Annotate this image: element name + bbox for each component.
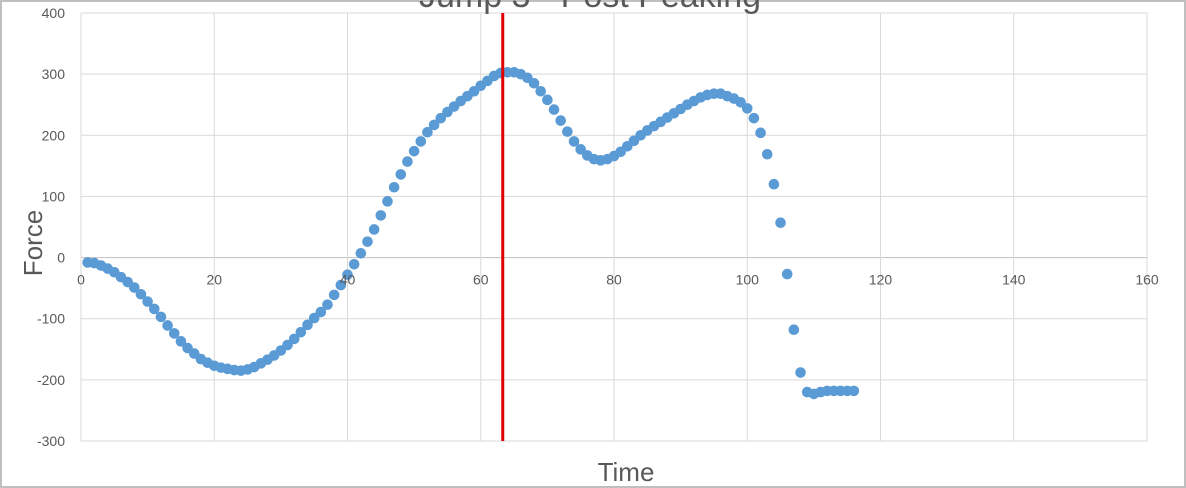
data-point bbox=[761, 148, 773, 160]
data-point bbox=[422, 126, 433, 138]
data-point bbox=[741, 103, 753, 114]
data-point bbox=[755, 127, 766, 139]
x-tick-label: 160 bbox=[1135, 272, 1159, 288]
data-point bbox=[362, 236, 373, 247]
data-point bbox=[535, 85, 547, 97]
data-point bbox=[748, 112, 760, 124]
data-point bbox=[382, 196, 393, 207]
data-point bbox=[308, 312, 320, 324]
data-point bbox=[568, 136, 580, 147]
y-tick-label: 100 bbox=[42, 188, 66, 204]
data-point bbox=[415, 136, 427, 147]
x-tick-label: 40 bbox=[340, 272, 356, 288]
x-axis-title: Time bbox=[598, 457, 655, 487]
data-point bbox=[155, 311, 167, 323]
y-axis-title: Force bbox=[18, 210, 48, 276]
data-point bbox=[781, 268, 793, 280]
data-point bbox=[142, 296, 153, 307]
x-tick-label: 0 bbox=[77, 272, 85, 288]
data-point bbox=[368, 224, 380, 235]
data-point bbox=[735, 96, 746, 108]
data-point bbox=[428, 119, 440, 131]
x-tick-label: 60 bbox=[473, 272, 489, 288]
y-tick-label: 300 bbox=[42, 66, 66, 82]
y-tick-label: 400 bbox=[42, 5, 66, 21]
data-point bbox=[375, 210, 387, 221]
data-point bbox=[348, 258, 360, 270]
data-point bbox=[388, 181, 400, 193]
data-point bbox=[302, 319, 313, 331]
data-point bbox=[148, 303, 160, 315]
data-point bbox=[282, 339, 293, 351]
y-tick-label: -200 bbox=[37, 372, 65, 388]
y-tick-labels: -300 -200 -100 0 100 200 300 400 bbox=[37, 5, 65, 449]
x-tick-label: 140 bbox=[1002, 272, 1026, 288]
data-point bbox=[768, 178, 780, 190]
data-point bbox=[435, 112, 447, 124]
y-tick-label: 0 bbox=[57, 250, 65, 266]
y-tick-label: -100 bbox=[37, 311, 65, 327]
data-point bbox=[542, 94, 553, 106]
data-point bbox=[548, 104, 560, 115]
data-point bbox=[848, 385, 860, 397]
data-point bbox=[402, 156, 413, 167]
data-point bbox=[562, 126, 573, 137]
data-point bbox=[288, 333, 300, 345]
data-point bbox=[355, 247, 367, 259]
x-tick-label: 100 bbox=[736, 272, 760, 288]
data-point bbox=[162, 320, 173, 331]
x-tick-label: 80 bbox=[606, 272, 622, 288]
data-point bbox=[555, 115, 566, 126]
data-point bbox=[175, 336, 187, 347]
x-tick-label: 120 bbox=[869, 272, 893, 288]
y-tick-label: 200 bbox=[42, 127, 66, 143]
data-point bbox=[135, 288, 147, 300]
data-point bbox=[168, 328, 180, 339]
data-point bbox=[528, 78, 540, 89]
x-tick-label: 20 bbox=[206, 272, 222, 288]
data-point bbox=[129, 282, 140, 293]
chart-title: Jump 3 - Post Peaking bbox=[419, 0, 761, 15]
data-point bbox=[775, 217, 786, 229]
x-tick-labels: 0 20 40 60 80 100 120 140 160 bbox=[77, 272, 1159, 288]
data-point bbox=[342, 269, 353, 280]
data-point bbox=[788, 324, 800, 336]
data-point bbox=[295, 326, 307, 338]
data-point bbox=[322, 299, 333, 310]
data-point bbox=[395, 169, 407, 180]
data-point bbox=[315, 306, 327, 318]
data-point bbox=[328, 289, 340, 301]
data-point bbox=[335, 279, 347, 291]
data-point bbox=[408, 145, 420, 157]
y-tick-label: -300 bbox=[37, 433, 65, 449]
data-point bbox=[795, 367, 806, 378]
data-point bbox=[575, 144, 586, 155]
